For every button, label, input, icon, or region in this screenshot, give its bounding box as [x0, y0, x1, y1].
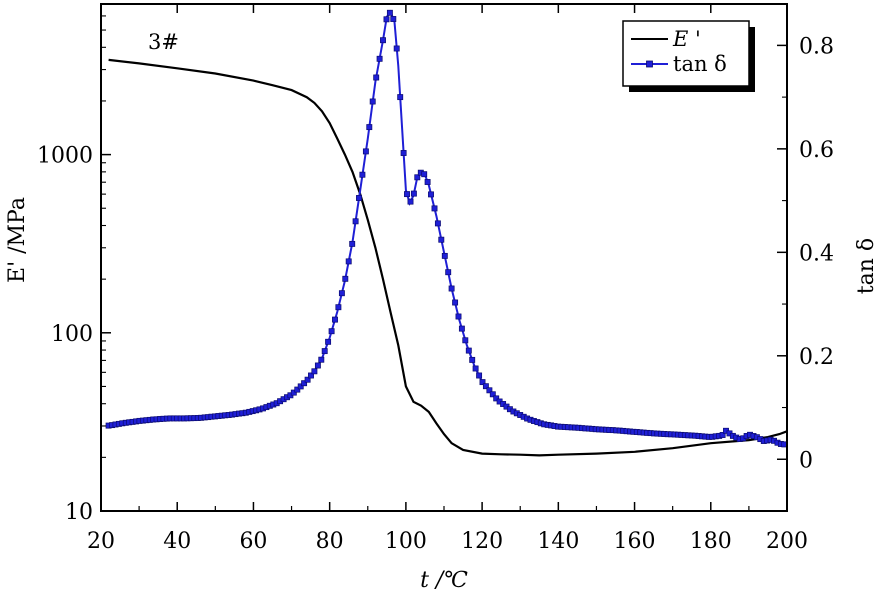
x-tick-label-8: 180 — [690, 529, 732, 554]
tan-delta-point — [304, 376, 311, 383]
tan-delta-point — [311, 368, 318, 375]
tan-delta-point — [434, 220, 441, 227]
legend: E ' tan δ — [622, 20, 755, 92]
y-left-tick-label-0: 10 — [65, 500, 93, 525]
tan-delta-point — [359, 171, 366, 178]
x-tick-label-0: 20 — [87, 529, 115, 554]
tan-delta-point — [397, 94, 404, 101]
tan-delta-point — [393, 45, 400, 52]
tan-delta-point — [366, 124, 373, 131]
tan-delta-point — [462, 337, 469, 344]
y-right-tick-label-2: 0.4 — [799, 241, 834, 266]
tan-delta-point — [421, 171, 428, 178]
y-right-axis-title: tan δ — [854, 238, 879, 294]
ticks-layer: 20 40 60 80 100 120 140 160 180 200 10 100 1000 0 0.2 0… — [37, 3, 834, 554]
tan-delta-point — [469, 356, 476, 363]
y-right-tick-label-0: 0 — [799, 448, 813, 473]
x-tick-label-9: 200 — [766, 529, 808, 554]
tan-delta-point — [386, 9, 393, 16]
legend-marker-tan-delta — [646, 60, 653, 68]
tan-delta-point — [448, 285, 455, 292]
tan-delta-point — [373, 74, 380, 81]
tan-delta-point — [482, 383, 489, 390]
series-layer — [105, 9, 787, 457]
y-left-axis-title: E' /MPa — [5, 197, 30, 283]
tan-delta-point — [332, 316, 338, 323]
x-tick-label-7: 160 — [614, 529, 656, 554]
series-markers-tan-delta — [105, 9, 787, 448]
tan-delta-point — [352, 218, 359, 225]
x-tick-label-4: 100 — [385, 529, 427, 554]
sample-annotation: 3# — [148, 30, 179, 54]
tan-delta-point — [380, 37, 386, 44]
series-group — [105, 9, 787, 457]
y-left-tick-label-1: 100 — [51, 322, 93, 347]
tan-delta-point — [325, 338, 332, 345]
tan-delta-point — [438, 236, 445, 243]
tan-delta-point — [445, 269, 452, 276]
tan-delta-point — [452, 299, 459, 306]
tan-delta-point — [458, 325, 465, 332]
tan-delta-point — [414, 174, 421, 181]
tan-delta-point — [410, 190, 417, 197]
y-right-tick-label-4: 0.8 — [799, 34, 834, 59]
x-tick-label-5: 120 — [461, 529, 503, 554]
tan-delta-point — [390, 16, 397, 22]
x-tick-label-2: 60 — [239, 529, 267, 554]
tan-delta-point — [479, 379, 486, 386]
tan-delta-point — [424, 179, 431, 185]
tan-delta-point — [476, 372, 483, 379]
tan-delta-point — [431, 205, 438, 212]
legend-label-tan-delta: tan δ — [673, 52, 727, 76]
tan-delta-point — [489, 391, 496, 398]
tan-delta-point — [335, 304, 342, 311]
tan-delta-point — [404, 191, 410, 198]
tan-delta-point — [472, 365, 479, 372]
tan-delta-point — [328, 328, 335, 335]
tan-delta-point — [294, 386, 301, 393]
tan-delta-point — [318, 356, 325, 363]
tan-delta-point — [301, 380, 308, 387]
tan-delta-point — [349, 240, 356, 247]
y-left-tick-label-2: 1000 — [37, 144, 93, 169]
y-right-tick-label-1: 0.2 — [799, 345, 834, 370]
tan-delta-point — [465, 347, 472, 354]
tan-delta-point — [486, 387, 493, 394]
tan-delta-point — [338, 290, 345, 297]
tan-delta-point — [321, 348, 328, 355]
tan-delta-point — [383, 16, 390, 23]
tan-delta-point — [362, 148, 369, 155]
legend-label-storage-modulus: E ' — [672, 27, 701, 51]
tan-delta-point — [369, 98, 376, 105]
tan-delta-point — [428, 191, 434, 198]
tan-delta-point — [297, 383, 304, 390]
tan-delta-point — [345, 258, 352, 265]
y-right-tick-label-3: 0.6 — [799, 138, 834, 163]
tan-delta-point — [407, 198, 414, 205]
tan-delta-point — [493, 395, 500, 402]
x-axis-title: t /℃ — [420, 568, 468, 591]
x-tick-label-1: 40 — [163, 529, 191, 554]
x-tick-label-3: 80 — [316, 529, 344, 554]
tan-delta-point — [441, 252, 448, 259]
legend-box — [622, 20, 750, 87]
tan-delta-point — [376, 55, 383, 62]
tan-delta-point — [342, 275, 349, 282]
tan-delta-point — [356, 195, 362, 201]
tan-delta-point — [308, 372, 314, 379]
tan-delta-point — [400, 150, 407, 156]
series-line-storage-modulus — [108, 58, 787, 457]
tan-delta-point — [455, 313, 462, 320]
tan-delta-point — [314, 362, 321, 369]
tan-delta-point — [719, 432, 726, 438]
tan-delta-point — [290, 389, 297, 396]
x-tick-label-6: 140 — [537, 529, 579, 554]
